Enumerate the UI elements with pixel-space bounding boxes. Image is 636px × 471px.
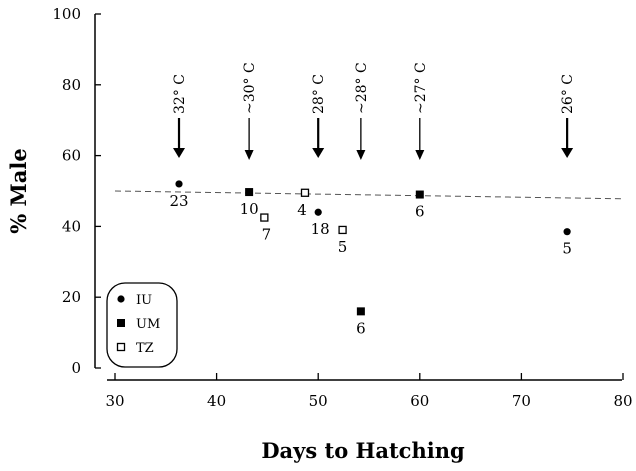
y-tick-label: 40 bbox=[62, 217, 81, 235]
y-axis-title: % Male bbox=[6, 148, 31, 233]
x-tick-label: 50 bbox=[309, 392, 328, 410]
data-points: 23 18 5 10 6 6 7 4 5 bbox=[169, 180, 572, 337]
marker-tz bbox=[260, 213, 269, 222]
legend-box bbox=[106, 282, 178, 368]
sample-size-label: 18 bbox=[311, 220, 330, 238]
legend-marker-iu bbox=[117, 295, 125, 303]
temperature-label: 28° C bbox=[311, 74, 327, 114]
axes bbox=[94, 14, 622, 381]
sample-size-label: 10 bbox=[240, 200, 259, 218]
arrow-head bbox=[561, 148, 574, 158]
marker-iu bbox=[175, 180, 183, 188]
arrow-head bbox=[356, 150, 366, 160]
marker-tz bbox=[300, 188, 310, 197]
x-tick-label: 40 bbox=[207, 392, 226, 410]
temperature-label: ~30° C bbox=[242, 62, 258, 114]
temperature-label: ~28° C bbox=[354, 62, 370, 114]
sample-size-label: 6 bbox=[415, 203, 425, 221]
x-axis-title: Days to Hatching bbox=[261, 438, 465, 463]
arrow-head bbox=[312, 148, 325, 158]
temperature-label: 32° C bbox=[172, 74, 188, 114]
y-tick-label: 60 bbox=[62, 147, 81, 165]
legend-label-um: UM bbox=[136, 317, 160, 332]
temperature-annotation: 28° C bbox=[311, 74, 327, 158]
x-ticks: 30 40 50 60 70 80 bbox=[105, 373, 633, 410]
x-tick-label: 60 bbox=[410, 392, 429, 410]
temperature-annotation: ~30° C bbox=[242, 62, 258, 160]
temperature-annotation: 26° C bbox=[560, 74, 576, 158]
legend: IU UM TZ bbox=[106, 282, 178, 368]
temperature-annotations: 32° C ~30° C 28° C ~28° C ~27° C 26° C bbox=[172, 62, 576, 160]
y-ticks: 0 20 40 60 80 100 bbox=[52, 5, 101, 377]
marker-um bbox=[245, 188, 254, 197]
sample-size-label: 5 bbox=[338, 238, 348, 256]
x-tick-label: 70 bbox=[512, 392, 531, 410]
arrow-head bbox=[173, 148, 186, 158]
legend-label-iu: IU bbox=[136, 293, 152, 308]
marker-iu bbox=[563, 228, 571, 236]
temperature-annotation: 32° C bbox=[172, 74, 188, 158]
x-tick-label: 30 bbox=[105, 392, 124, 410]
marker-iu bbox=[314, 208, 322, 216]
temperature-label: ~27° C bbox=[413, 62, 429, 114]
temperature-label: 26° C bbox=[560, 74, 576, 114]
temperature-annotation: ~27° C bbox=[413, 62, 429, 160]
legend-label-tz: TZ bbox=[136, 341, 154, 356]
sample-size-label: 5 bbox=[562, 240, 572, 258]
y-tick-label: 100 bbox=[52, 5, 81, 23]
legend-marker-tz bbox=[116, 342, 126, 352]
y-tick-label: 20 bbox=[62, 288, 81, 306]
sample-size-label: 4 bbox=[297, 201, 307, 219]
sample-size-label: 7 bbox=[262, 226, 272, 244]
marker-tz bbox=[338, 225, 347, 235]
marker-um bbox=[415, 190, 424, 199]
y-tick-label: 80 bbox=[62, 76, 81, 94]
sample-size-label: 6 bbox=[356, 319, 366, 337]
x-tick-label: 80 bbox=[613, 392, 632, 410]
trend-line bbox=[114, 190, 624, 200]
y-tick-label: 0 bbox=[71, 359, 81, 377]
arrow-head bbox=[415, 150, 425, 160]
sample-size-label: 23 bbox=[169, 192, 188, 210]
marker-um bbox=[356, 307, 365, 316]
arrow-head bbox=[244, 150, 254, 160]
legend-marker-um bbox=[117, 319, 125, 327]
temperature-annotation: ~28° C bbox=[354, 62, 370, 160]
